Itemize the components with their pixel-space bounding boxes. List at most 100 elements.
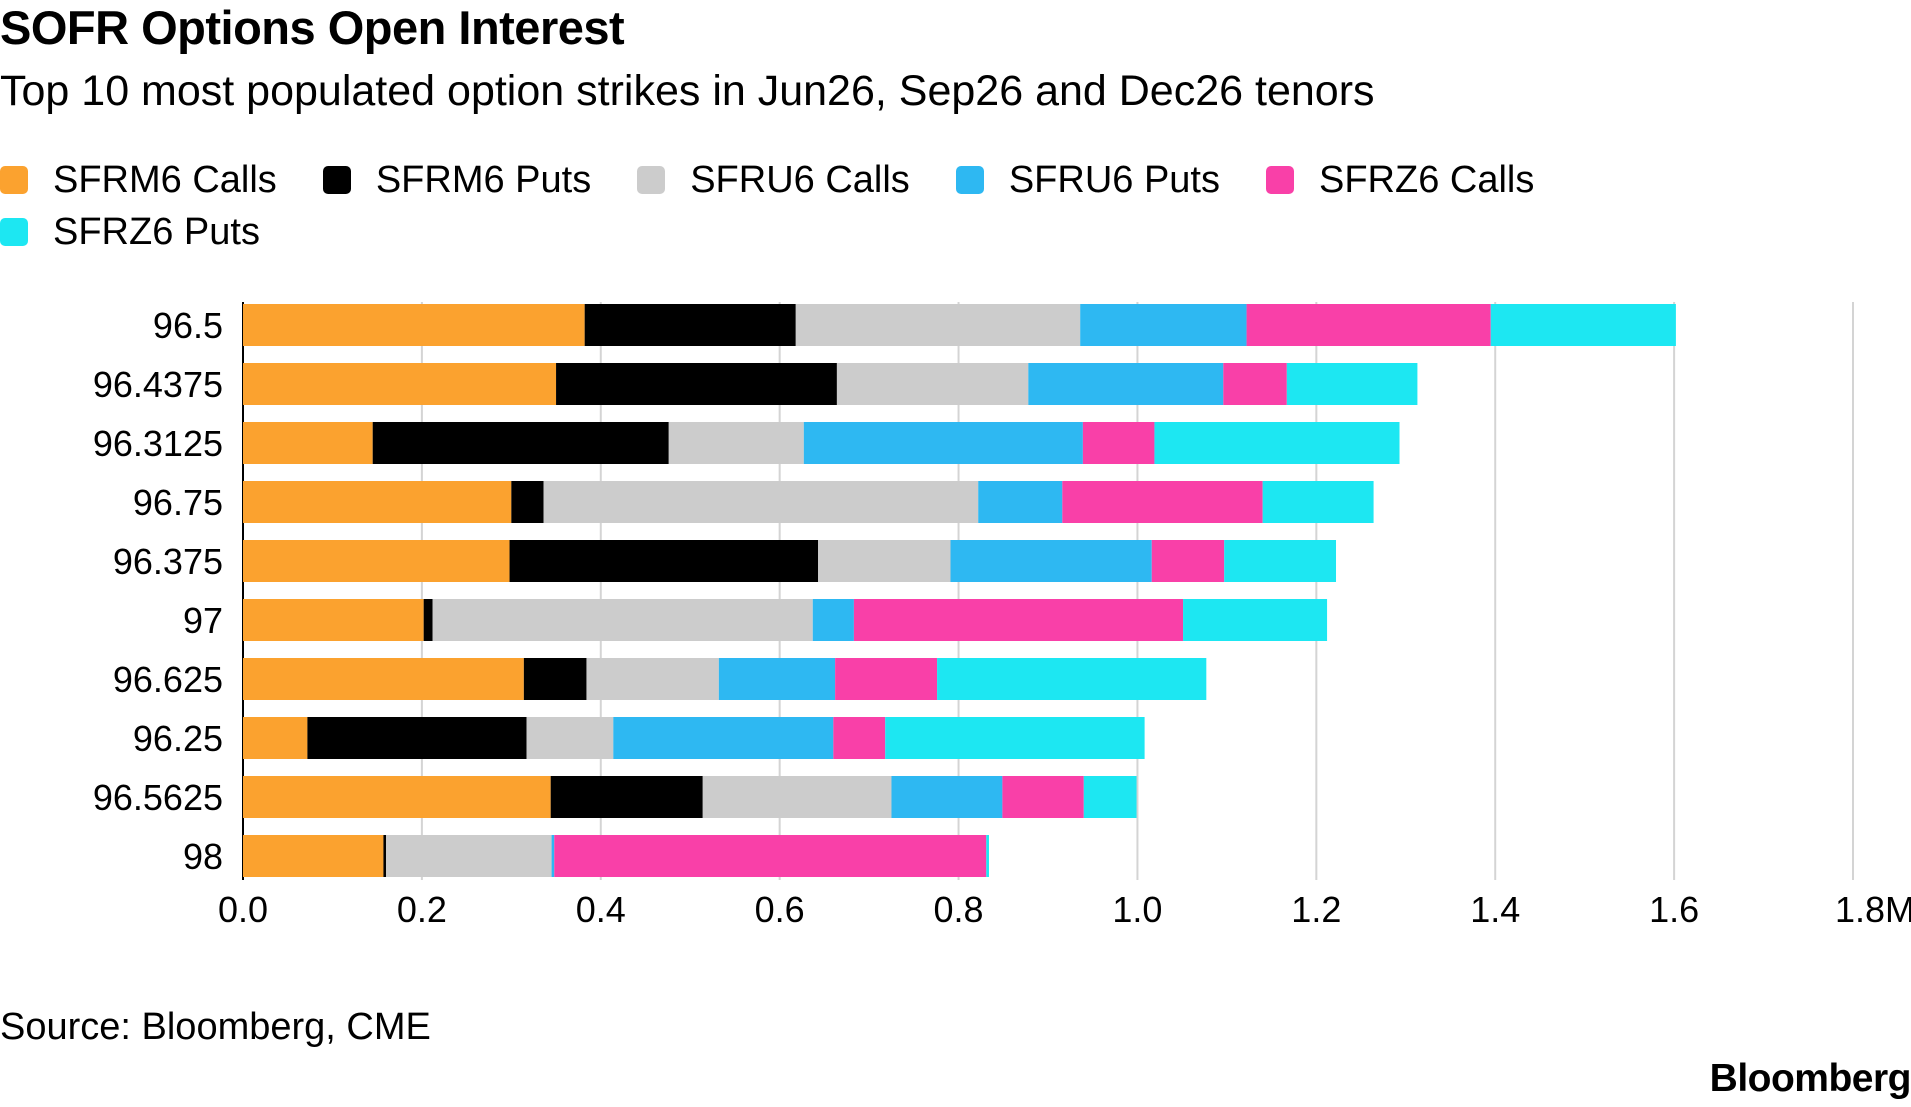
legend-row-1: SFRM6 Calls SFRM6 Puts SFRU6 Calls SFRU6… [0,154,1700,206]
bar-segment [551,835,555,877]
bar-segment [1224,540,1337,582]
bloomberg-logo: Bloomberg [1709,1057,1911,1100]
x-tick-label: 0.6 [755,889,805,930]
x-tick-label: 0.2 [397,889,447,930]
bar-segment [1080,304,1247,346]
bar-segment [891,776,1003,818]
source-note: Source: Bloomberg, CME [0,1006,431,1048]
bar-segment [613,717,834,759]
chart-subtitle: Top 10 most populated option strikes in … [0,67,1375,115]
bar-segment [1083,776,1137,818]
bar-segment [1002,776,1084,818]
x-tick-label: 0.0 [218,889,268,930]
bar-segment [818,540,951,582]
bar-segment [1183,599,1328,641]
bar-segment [511,481,544,523]
legend: SFRM6 Calls SFRM6 Puts SFRU6 Calls SFRU6… [0,154,1700,258]
legend-item-sfrz6-puts: SFRZ6 Puts [0,211,260,254]
legend-row-2: SFRZ6 Puts [0,206,1700,258]
legend-swatch [1265,166,1294,194]
stacked-bar-chart: 96.5 96.4375 96.3125 96.75 96.375 97 96.625 96.… [93,302,1911,930]
legend-swatch [0,166,28,194]
chart-title: SOFR Options Open Interest [0,1,625,54]
bars [243,304,1676,877]
legend-item-sfru6-calls: SFRU6 Calls [637,159,910,202]
bar-segment [950,540,1152,582]
legend-label: SFRZ6 Puts [53,210,260,253]
bar-segment [795,304,1081,346]
legend-label: SFRZ6 Calls [1318,158,1535,201]
bar-segment [1262,481,1374,523]
x-axis-tick-labels: 0.0 0.2 0.4 0.6 0.8 1.0 1.2 1.4 1.6 1.8M [218,889,1911,930]
bar-segment [1062,481,1263,523]
bar-segment [1154,422,1400,464]
category-label: 96.5 [153,305,223,346]
legend-label: SFRU6 Puts [1008,158,1220,201]
bar-segment [1028,363,1224,405]
bar-segment [243,481,512,523]
legend-label: SFRM6 Puts [375,158,592,201]
category-label: 97 [183,600,223,641]
legend-item-sfrz6-calls: SFRZ6 Calls [1265,158,1535,202]
bar-segment [1223,363,1287,405]
category-label: 98 [183,836,223,877]
bar-segment [836,363,1029,405]
legend-swatch [955,166,984,194]
bar-segment [937,658,1207,700]
bar-segment [586,658,719,700]
x-tick-label: 1.6 [1649,889,1699,930]
bar-segment [383,835,387,877]
bar-segment [307,717,527,759]
category-label: 96.625 [113,659,223,700]
bar-segment [978,481,1063,523]
legend-label: SFRU6 Calls [690,158,910,201]
bar-segment [243,717,308,759]
legend-item-sfru6-puts: SFRU6 Puts [955,158,1220,202]
category-label: 96.375 [113,541,223,582]
bar-segment [833,717,886,759]
bar-segment [423,599,433,641]
bar-segment [554,835,987,877]
legend-item-sfrm6-calls: SFRM6 Calls [0,159,277,202]
bar-segment [526,717,614,759]
legend-swatch [637,166,666,194]
legend-label: SFRM6 Calls [53,158,277,201]
legend-swatch [0,218,28,246]
bar-segment [243,422,373,464]
x-tick-label: 1.2 [1291,889,1341,930]
bar-segment [523,658,587,700]
category-label: 96.25 [133,718,223,759]
x-tick-label: 1.0 [1112,889,1162,930]
category-label: 96.75 [133,482,223,523]
bar-segment [702,776,892,818]
bar-segment [243,363,557,405]
bar-segment [386,835,552,877]
bar-segment [853,599,1184,641]
bar-segment [803,422,1083,464]
bar-segment [556,363,837,405]
bar-segment [1151,540,1225,582]
x-tick-label: 0.4 [576,889,626,930]
category-label: 96.5625 [93,777,223,818]
bar-segment [243,835,384,877]
bar-segment [372,422,669,464]
bar-segment [1246,304,1491,346]
bar-segment [243,540,510,582]
bar-segment [243,304,585,346]
bar-segment [584,304,796,346]
bar-segment [718,658,836,700]
category-labels: 96.5 96.4375 96.3125 96.75 96.375 97 96.625 96.… [93,305,223,877]
bar-segment [986,835,989,877]
legend-item-sfrm6-puts: SFRM6 Puts [322,158,592,202]
legend-swatch [322,166,351,194]
x-tick-label: 1.8M [1835,889,1911,930]
bar-segment [812,599,854,641]
bar-segment [243,776,551,818]
x-tick-label: 1.4 [1470,889,1520,930]
category-label: 96.4375 [93,364,223,405]
bar-segment [1286,363,1418,405]
bar-segment [1082,422,1155,464]
bar-segment [432,599,813,641]
bar-segment [835,658,938,700]
bar-segment [243,658,524,700]
